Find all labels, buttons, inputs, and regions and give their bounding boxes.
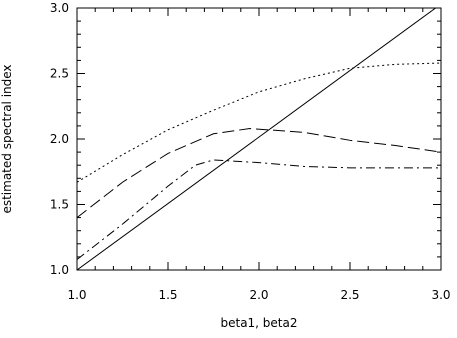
ticks: 1.0 1.5 2.0 2.5 3.0 1.0 1.5 2.0 2.5 3.0 xyxy=(50,1,451,302)
x-tick-label: 2.5 xyxy=(340,288,359,302)
y-tick-label: 3.0 xyxy=(50,1,69,15)
x-tick-label: 1.0 xyxy=(67,288,86,302)
y-tick-label: 1.5 xyxy=(50,198,69,212)
series-line-dotted xyxy=(77,62,441,183)
x-tick-label: 1.5 xyxy=(158,288,177,302)
y-tick-label: 1.0 xyxy=(50,263,69,277)
x-tick-label: 3.0 xyxy=(431,288,450,302)
series-line-solid xyxy=(77,8,437,270)
y-axis-title: estimated spectral index xyxy=(0,64,14,213)
y-tick-label: 2.5 xyxy=(50,67,69,81)
series-group xyxy=(77,8,441,270)
series-line-dashdot xyxy=(77,159,441,260)
x-tick-label: 2.0 xyxy=(249,288,268,302)
x-axis-title: beta1, beta2 xyxy=(220,316,297,330)
y-tick-label: 2.0 xyxy=(50,132,69,146)
series-line-dashed xyxy=(77,128,441,218)
